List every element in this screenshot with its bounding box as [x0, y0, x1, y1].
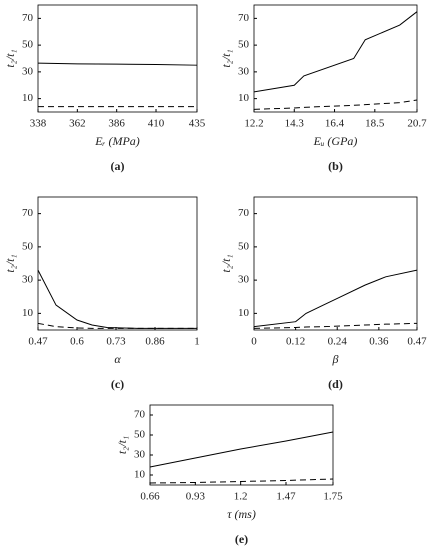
data-line [149, 431, 334, 468]
x-tick-label: 0.73 [106, 336, 126, 348]
y-tick-label: 30 [238, 274, 250, 286]
y-tick-label: 70 [134, 409, 146, 421]
y-tick-label: 30 [22, 65, 34, 77]
axes-frame [253, 196, 418, 331]
x-tick-label: 1.75 [323, 491, 343, 503]
data-line [37, 269, 197, 329]
y-tick-label: 50 [238, 240, 250, 252]
y-tick-label: 10 [22, 307, 34, 319]
axes-frame [37, 196, 198, 331]
y-tick-label: 50 [238, 39, 250, 51]
y-tick-label: 70 [22, 12, 34, 24]
y-axis-label: t₂/t₁ [219, 254, 233, 272]
x-axis-label: α [114, 352, 121, 366]
x-tick-label: 0.93 [186, 491, 206, 503]
data-line [253, 322, 418, 329]
x-axis-label: Eᵤ (GPa) [313, 134, 358, 148]
x-tick-label: 1 [194, 336, 200, 348]
y-tick-label: 10 [134, 469, 146, 481]
x-tick-label: 0.36 [369, 336, 389, 348]
x-tick-label: 20.7 [407, 118, 427, 130]
panel-label: (a) [111, 159, 125, 173]
x-tick-label: 14.3 [285, 118, 305, 130]
data-line [253, 11, 418, 93]
x-tick-label: 0.12 [286, 336, 305, 348]
x-tick-label: 0.47 [28, 336, 48, 348]
x-axis-label: Eᵣ (MPa) [94, 134, 140, 148]
x-tick-label: 18.5 [365, 118, 385, 130]
axes-frame [253, 4, 418, 113]
y-axis-label: t₂/t₁ [115, 436, 129, 454]
x-tick-label: 0.47 [407, 336, 427, 348]
axes-frame [149, 404, 334, 486]
x-axis-label: β [332, 352, 339, 366]
x-tick-label: 1.2 [234, 491, 248, 503]
x-tick-label: 386 [108, 118, 125, 130]
x-tick-label: 410 [148, 118, 165, 130]
data-line [37, 62, 198, 66]
data-line [37, 322, 197, 329]
data-line [253, 99, 418, 110]
x-axis-label: τ (ms) [227, 507, 256, 521]
y-tick-label: 50 [134, 429, 146, 441]
panel-label: (c) [111, 377, 124, 391]
panel-label: (e) [235, 532, 248, 546]
y-axis-label: t₂/t₁ [3, 49, 17, 67]
y-tick-label: 30 [134, 449, 146, 461]
x-tick-label: 0 [251, 336, 257, 348]
x-tick-label: 362 [69, 118, 86, 130]
y-tick-label: 70 [238, 12, 250, 24]
x-tick-label: 12.2 [244, 118, 263, 130]
y-tick-label: 50 [22, 240, 34, 252]
x-tick-label: 338 [30, 118, 47, 130]
y-tick-label: 70 [238, 207, 250, 219]
y-tick-label: 30 [238, 65, 250, 77]
y-tick-label: 50 [22, 39, 34, 51]
panel-label: (b) [328, 159, 343, 173]
y-tick-label: 70 [22, 207, 34, 219]
x-tick-label: 0.6 [70, 336, 84, 348]
data-line [149, 478, 334, 484]
x-tick-label: 0.24 [328, 336, 348, 348]
x-tick-label: 0.86 [145, 336, 165, 348]
y-tick-label: 10 [238, 307, 250, 319]
x-tick-label: 1.47 [276, 491, 296, 503]
y-axis-label: t₂/t₁ [219, 49, 233, 67]
y-axis-label: t₂/t₁ [3, 254, 17, 272]
x-tick-label: 0.66 [140, 491, 160, 503]
y-tick-label: 30 [22, 274, 34, 286]
panel-label: (d) [328, 377, 343, 391]
x-tick-label: 435 [189, 118, 206, 130]
y-tick-label: 10 [22, 92, 34, 104]
x-tick-label: 16.4 [325, 118, 345, 130]
y-tick-label: 10 [238, 92, 250, 104]
data-line [253, 269, 418, 328]
axes-frame [37, 4, 198, 113]
